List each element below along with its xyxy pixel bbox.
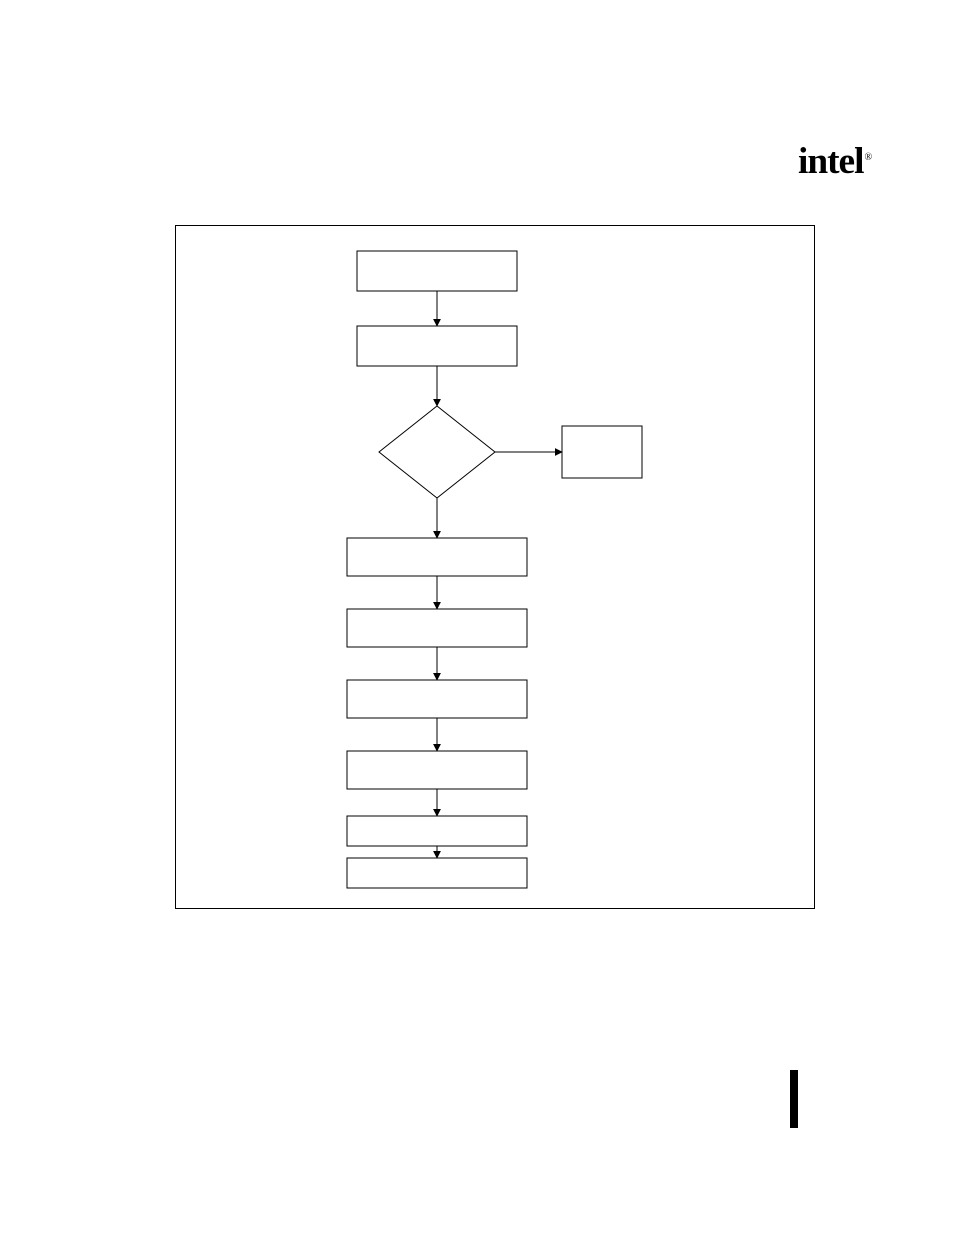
flowchart-node	[347, 680, 527, 718]
flowchart-node	[347, 858, 527, 888]
flowchart-node	[379, 406, 495, 498]
flowchart-node	[347, 609, 527, 647]
flowchart-node	[357, 326, 517, 366]
flowchart-svg	[0, 0, 954, 1235]
page: intel®	[0, 0, 954, 1235]
page-number-bar	[790, 1070, 798, 1128]
flowchart-node	[347, 816, 527, 846]
flowchart-node	[357, 251, 517, 291]
flowchart-node	[347, 751, 527, 789]
flowchart-node	[562, 426, 642, 478]
flowchart-node	[347, 538, 527, 576]
